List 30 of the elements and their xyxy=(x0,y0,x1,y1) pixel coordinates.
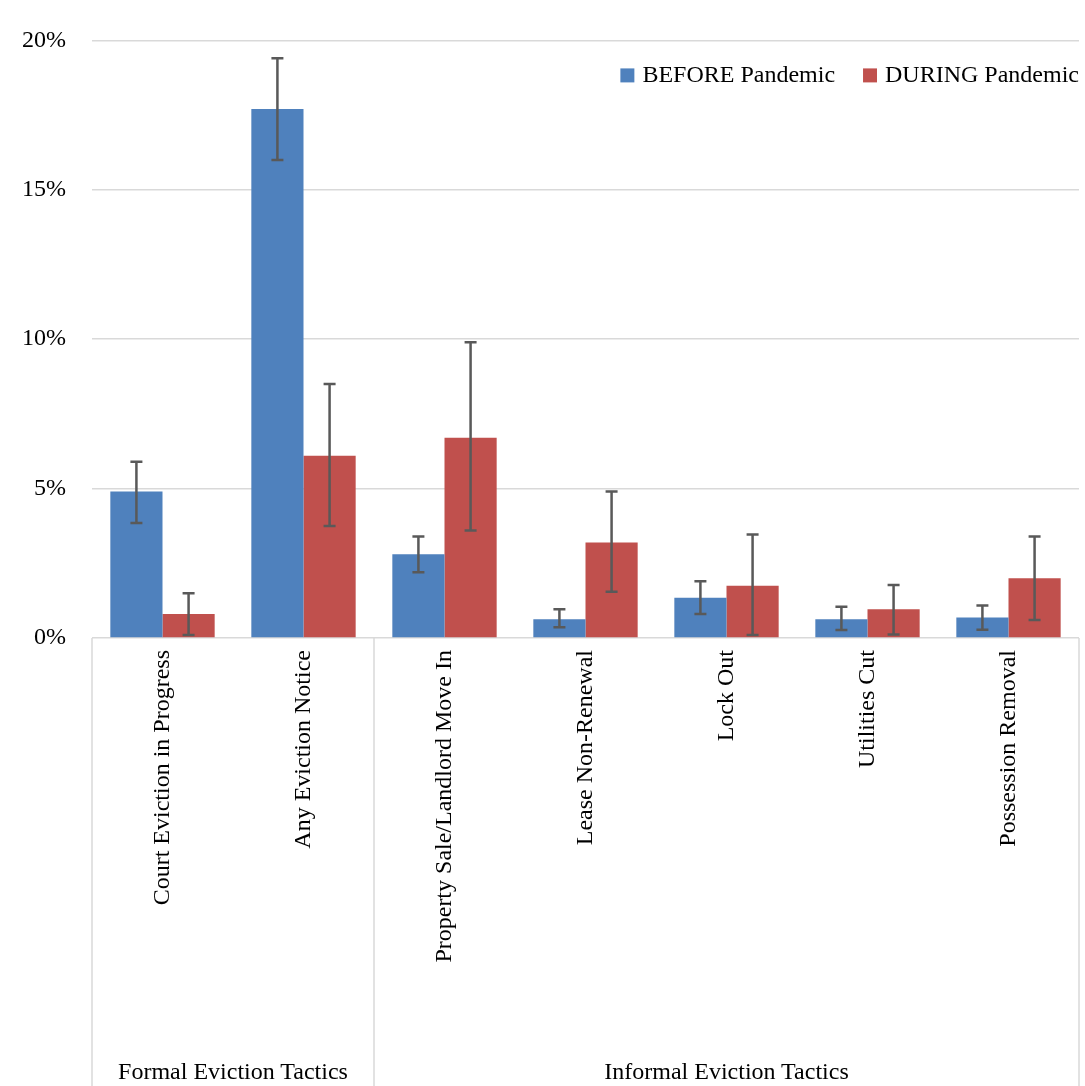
text: Formal Eviction Tactics xyxy=(118,1058,348,1085)
bar xyxy=(444,437,497,638)
bar xyxy=(585,542,638,638)
bar xyxy=(956,617,1009,638)
bar xyxy=(392,554,445,638)
bar xyxy=(867,609,920,638)
y-tick-label: 20% xyxy=(22,25,66,52)
text: Informal Eviction Tactics xyxy=(604,1058,849,1085)
bar xyxy=(303,455,356,638)
y-tick-label: 10% xyxy=(22,324,66,351)
x-tick-label: Utilities Cut xyxy=(852,649,879,769)
bar xyxy=(815,619,868,638)
bar xyxy=(110,491,163,638)
y-tick-label: 5% xyxy=(34,473,66,500)
x-tick-label: Possession Removal xyxy=(993,649,1020,847)
bar xyxy=(726,585,779,638)
bar xyxy=(162,614,215,638)
bar xyxy=(533,619,586,638)
x-tick-label: Court Eviction in Progress xyxy=(147,650,174,906)
x-tick-label: Property Sale/Landlord Move In xyxy=(429,650,456,963)
x-tick-label: Lock Out xyxy=(711,649,738,742)
x-tick-label: Any Eviction Notice xyxy=(288,650,315,849)
y-tick-label: 0% xyxy=(34,623,66,650)
x-tick-label: Lease Non-Renewal xyxy=(570,649,597,846)
bar xyxy=(674,597,727,638)
legend-label: BEFORE Pandemic xyxy=(642,60,836,87)
y-tick-label: 15% xyxy=(22,175,66,202)
legend-label: DURING Pandemic xyxy=(885,60,1079,87)
bar xyxy=(251,109,304,638)
bar xyxy=(1008,578,1061,638)
